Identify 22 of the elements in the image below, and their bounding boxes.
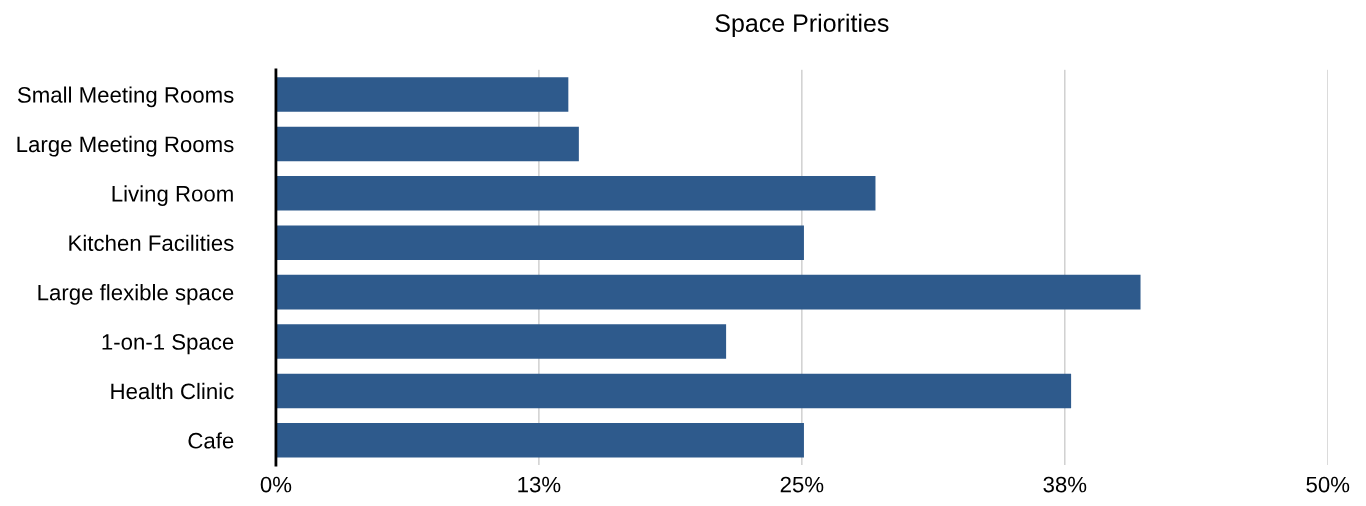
bar xyxy=(275,176,876,211)
bar xyxy=(275,423,804,458)
bar xyxy=(275,225,804,261)
y-tick-label: 1-on-1 Space xyxy=(102,334,234,355)
bar xyxy=(275,126,579,162)
y-tick-label: Small Meeting Rooms xyxy=(17,86,234,108)
bar xyxy=(275,274,1141,310)
y-tick-label: Cafe xyxy=(188,432,234,449)
bar xyxy=(275,77,569,112)
y-tick-label: Living Room xyxy=(112,185,233,206)
x-tick-label: 25% xyxy=(780,476,824,493)
x-tick-label: 13% xyxy=(518,476,561,493)
y-tick-label: Large flexible space xyxy=(38,284,234,305)
bar xyxy=(275,324,727,359)
y-tick-label: Health Clinic xyxy=(111,382,234,400)
x-tick-label: 50% xyxy=(1306,476,1350,493)
x-tick-label: 0% xyxy=(260,476,292,493)
y-tick-label: Large Meeting Rooms xyxy=(17,135,234,157)
bar xyxy=(275,373,1072,409)
y-tick-label: Kitchen Facilities xyxy=(69,234,234,251)
x-tick-label: 38% xyxy=(1043,476,1087,493)
chart-title: Space Priorities xyxy=(715,13,889,37)
